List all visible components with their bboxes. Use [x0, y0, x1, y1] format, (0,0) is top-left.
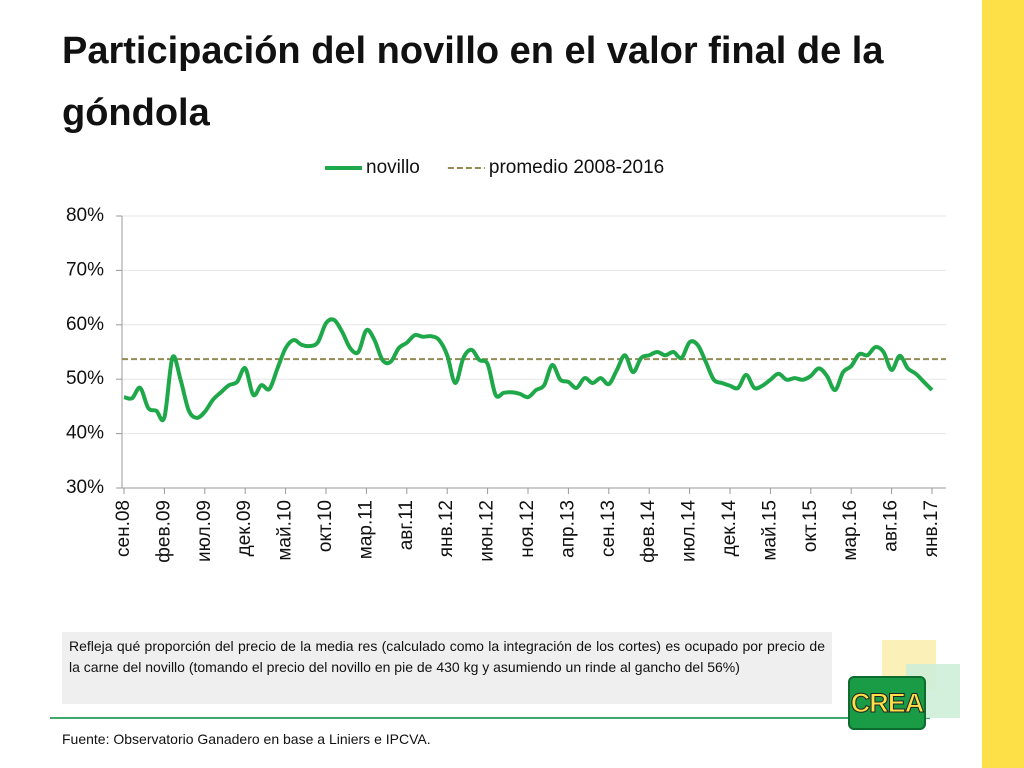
y-tick-label: 30% [66, 477, 104, 498]
slide-title: Participación del novillo en el valor fi… [62, 30, 884, 134]
x-tick-label: авг.16 [881, 500, 902, 552]
sidebar [982, 0, 1024, 768]
x-tick-label: сен.08 [113, 500, 134, 557]
x-tick-label: окт.15 [800, 500, 821, 552]
y-tick-label: 80% [66, 205, 104, 226]
x-tick-label: фев.14 [638, 500, 659, 563]
source: Fuente: Observatorio Ganadero en base a … [62, 731, 431, 747]
x-tick-label: июл.14 [679, 500, 700, 562]
x-tick-label: дек.09 [234, 500, 255, 556]
series-line [123, 317, 934, 423]
x-tick-label: сен.13 [598, 500, 619, 557]
y-tick-label: 70% [66, 259, 104, 280]
legend-label: novillo [366, 157, 420, 178]
y-tick-label: 60% [66, 314, 104, 335]
x-tick-label: авг.11 [396, 500, 417, 550]
x-tick-label: май.10 [275, 500, 296, 561]
divider [50, 717, 930, 719]
x-tick-label: ноя.12 [517, 500, 538, 558]
x-tick-label: июн.12 [477, 500, 498, 562]
note: Refleja qué proporción del precio de la … [62, 632, 832, 704]
y-tick-label: 40% [66, 423, 104, 444]
y-tick-label: 50% [66, 368, 104, 389]
legend-label: promedio 2008-2016 [489, 157, 664, 178]
x-tick-label: мар.11 [355, 500, 376, 559]
x-tick-label: окт.10 [315, 500, 336, 552]
logo: CREA [848, 676, 926, 730]
x-tick-label: май.15 [759, 500, 780, 561]
x-tick-label: мар.16 [840, 500, 861, 561]
x-tick-label: дек.14 [719, 500, 740, 557]
x-tick-label: фев.09 [153, 500, 174, 563]
x-tick-label: июл.09 [194, 500, 215, 562]
x-tick-label: янв.17 [921, 500, 942, 557]
x-tick-label: янв.12 [436, 500, 457, 557]
x-tick-label: апр.13 [557, 500, 578, 558]
chart: 30% 40% 50% 60% 70% 80% сен.08 фев.09 июл.09 дек.… [66, 157, 946, 563]
